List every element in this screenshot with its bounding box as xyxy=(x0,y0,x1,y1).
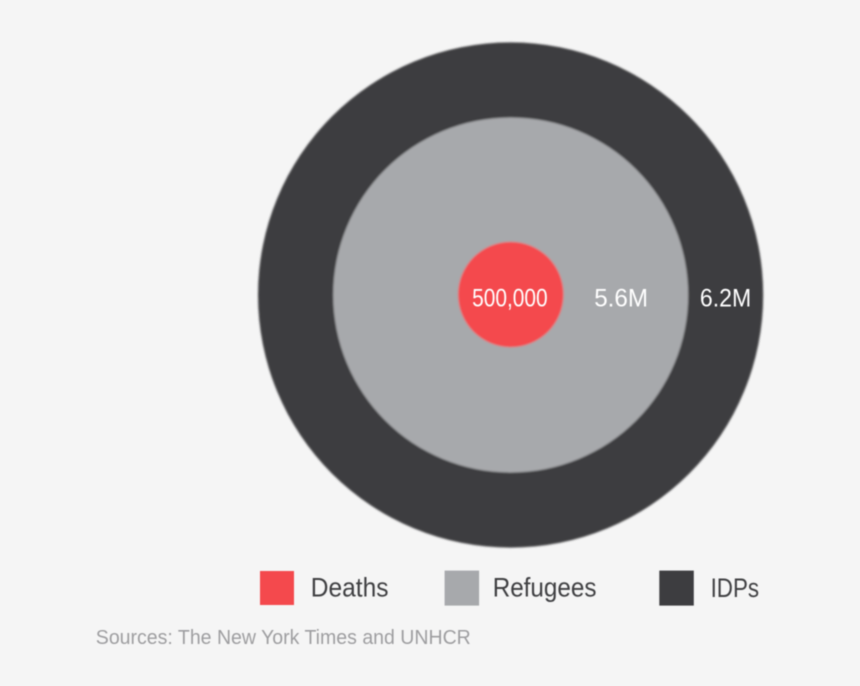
svg-text:Sources: The New York Times an: Sources: The New York Times and UNHCR xyxy=(96,627,471,649)
svg-text:5.6M: 5.6M xyxy=(594,285,648,313)
svg-text:IDPs: IDPs xyxy=(711,573,760,603)
svg-text:6.2M: 6.2M xyxy=(700,284,751,312)
svg-text:Deaths: Deaths xyxy=(311,573,389,603)
svg-text:Refugees: Refugees xyxy=(493,572,597,602)
svg-text:500,000: 500,000 xyxy=(472,284,548,312)
